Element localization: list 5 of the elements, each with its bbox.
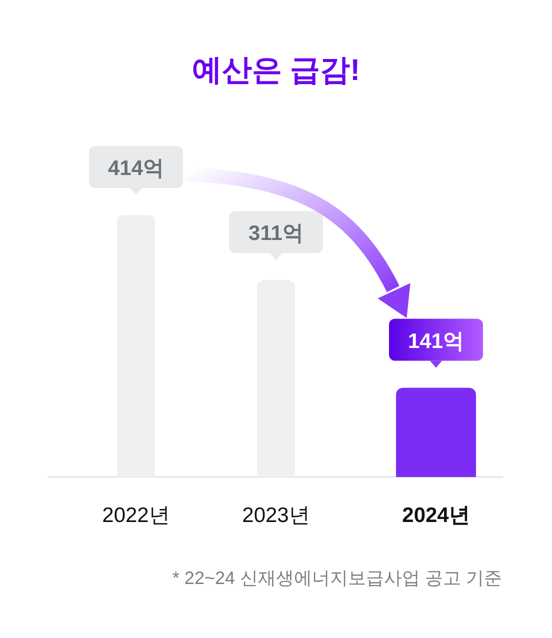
data-label: 311억: [248, 222, 304, 246]
title: 예산은 급감!: [192, 54, 360, 87]
data-label: 414억: [108, 157, 164, 180]
annotation: * 22~24 신재생에너지보급사업 공고 기준: [172, 568, 502, 588]
data-label: 141억: [408, 330, 464, 353]
